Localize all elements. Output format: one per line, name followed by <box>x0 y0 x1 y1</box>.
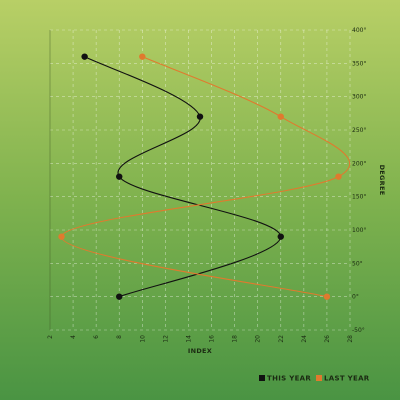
x-tick-label: 8 <box>116 335 123 339</box>
y-tick-label: 200° <box>352 160 366 167</box>
x-tick-label: 20 <box>255 335 262 343</box>
series-line-2 <box>60 56 351 298</box>
series-point-2 <box>335 173 342 180</box>
legend: THIS YEAR LAST YEAR <box>259 375 370 383</box>
x-axis-title: INDEX <box>188 347 212 355</box>
x-tick-label: 22 <box>278 335 285 343</box>
x-tick-label: 16 <box>209 335 216 343</box>
y-tick-label: 0° <box>352 294 359 301</box>
series-point-2 <box>323 293 331 300</box>
x-tick-label: 2 <box>47 335 54 339</box>
series-point-2 <box>139 53 146 60</box>
x-tick-label: 14 <box>185 335 192 343</box>
x-tick-label: 18 <box>232 335 239 343</box>
y-axis-title: DEGREE <box>378 165 386 196</box>
series-point-2 <box>277 113 284 120</box>
legend-swatch <box>259 375 265 381</box>
series-point-1 <box>196 113 204 120</box>
x-tick-label: 4 <box>70 335 77 339</box>
y-tick-label: 250° <box>352 127 366 134</box>
series-point-1 <box>116 173 123 180</box>
y-tick-label: 300° <box>352 94 366 101</box>
y-tick-label: 350° <box>352 60 366 67</box>
series-point-1 <box>277 233 284 240</box>
series-point-1 <box>116 293 123 300</box>
legend-label: THIS YEAR <box>267 375 311 383</box>
grid <box>50 29 351 331</box>
y-tick-labels: -50° 0° 50° 100° 150° 200° 250° 300° 350° 400° <box>352 27 366 334</box>
series-line-1 <box>84 56 282 298</box>
legend-label: LAST YEAR <box>324 375 370 383</box>
y-tick-label: 100° <box>352 227 366 234</box>
y-tick-label: 150° <box>352 194 366 201</box>
series-point-2 <box>58 233 65 240</box>
x-tick-label: 26 <box>324 335 331 343</box>
x-tick-label: 28 <box>347 335 354 343</box>
series-point-1 <box>81 53 88 60</box>
x-tick-labels: 2 4 6 8 10 12 14 16 18 20 22 24 26 28 <box>47 335 354 343</box>
y-tick-label: -50° <box>352 327 365 334</box>
y-tick-label: 50° <box>352 260 363 267</box>
x-tick-label: 12 <box>162 335 169 343</box>
legend-swatch <box>316 375 322 381</box>
x-tick-label: 10 <box>139 335 146 343</box>
y-tick-label: 400° <box>352 27 366 34</box>
x-tick-label: 24 <box>301 335 308 343</box>
series <box>58 53 351 300</box>
x-tick-label: 6 <box>93 335 100 339</box>
